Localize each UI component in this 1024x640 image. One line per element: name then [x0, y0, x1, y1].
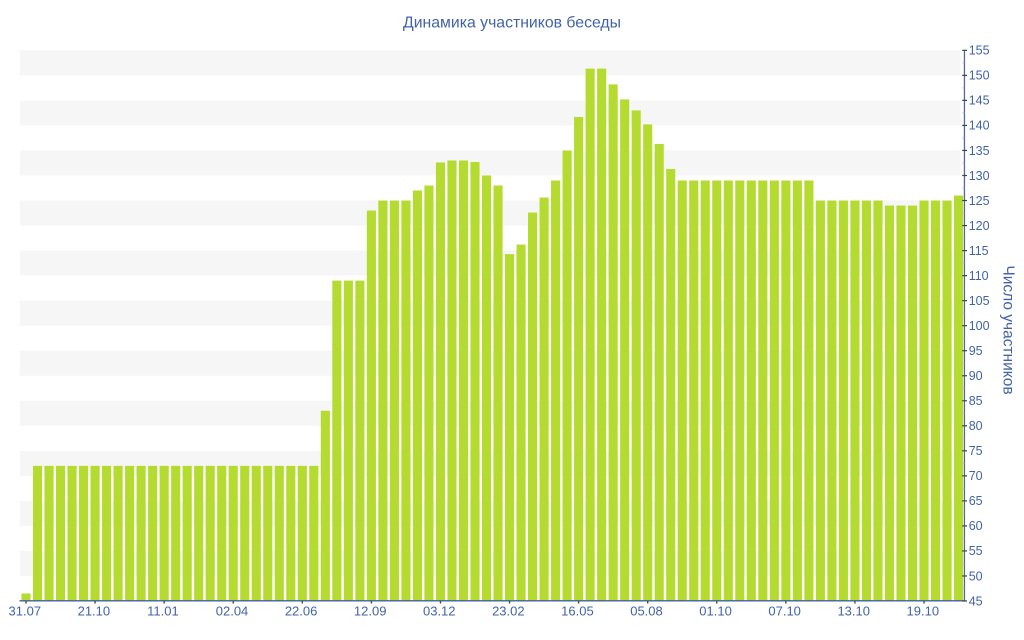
svg-text:12.09: 12.09: [354, 603, 387, 618]
svg-text:90: 90: [969, 369, 983, 383]
svg-text:22.06: 22.06: [285, 603, 318, 618]
svg-text:45: 45: [969, 594, 983, 608]
svg-text:125: 125: [969, 194, 990, 208]
svg-text:50: 50: [969, 569, 983, 583]
svg-text:11.01: 11.01: [147, 603, 179, 618]
svg-text:115: 115: [969, 244, 989, 258]
svg-text:105: 105: [969, 294, 990, 308]
svg-text:120: 120: [969, 219, 990, 233]
svg-text:75: 75: [969, 444, 983, 458]
svg-text:23.02: 23.02: [492, 603, 525, 618]
svg-text:02.04: 02.04: [216, 603, 249, 618]
svg-text:07.10: 07.10: [768, 603, 801, 618]
svg-text:110: 110: [969, 269, 989, 283]
svg-text:05.08: 05.08: [630, 603, 663, 618]
svg-text:65: 65: [969, 494, 983, 508]
svg-text:130: 130: [969, 169, 990, 183]
svg-text:13.10: 13.10: [837, 603, 870, 618]
svg-text:Число участников: Число участников: [999, 265, 1016, 394]
svg-text:55: 55: [969, 544, 983, 558]
svg-text:85: 85: [969, 394, 983, 408]
svg-text:01.10: 01.10: [699, 603, 732, 618]
svg-text:135: 135: [969, 144, 990, 158]
svg-text:140: 140: [969, 119, 990, 133]
svg-text:100: 100: [969, 319, 990, 333]
svg-text:16.05: 16.05: [561, 603, 594, 618]
svg-text:80: 80: [969, 419, 983, 433]
svg-text:31.07: 31.07: [9, 603, 42, 618]
svg-text:155: 155: [969, 44, 990, 58]
svg-text:60: 60: [969, 519, 983, 533]
svg-text:19.10: 19.10: [907, 603, 940, 618]
svg-text:03.12: 03.12: [423, 603, 456, 618]
svg-text:150: 150: [969, 69, 990, 83]
svg-text:145: 145: [969, 94, 990, 108]
svg-text:Динамика участников беседы: Динамика участников беседы: [403, 15, 621, 32]
svg-text:95: 95: [969, 344, 983, 358]
svg-text:70: 70: [969, 469, 983, 483]
svg-text:21.10: 21.10: [78, 603, 111, 618]
